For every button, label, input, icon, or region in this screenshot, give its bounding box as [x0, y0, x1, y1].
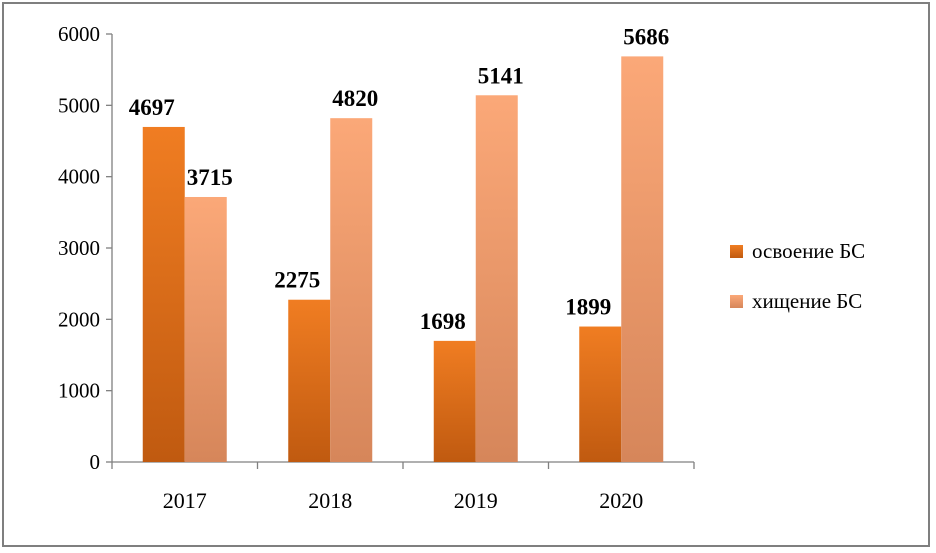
data-label: 1698 [420, 309, 466, 334]
y-tick-label: 6000 [58, 22, 100, 46]
chart-frame: 0 1000 2000 3000 4000 5000 6000 2017 2018 2019 202… [2, 2, 930, 547]
y-tick-label: 1000 [58, 379, 100, 403]
y-tick-label: 5000 [58, 93, 100, 117]
bar-osvoenie-2017 [142, 126, 185, 463]
y-tick-label: 2000 [58, 307, 100, 331]
bar-khishchenie-2020 [621, 56, 664, 462]
bars [142, 56, 664, 463]
legend-swatch [730, 295, 743, 308]
bar-khishchenie-2017 [184, 196, 227, 462]
x-tick-label: 2020 [599, 488, 643, 513]
bar-chart: 0 1000 2000 3000 4000 5000 6000 2017 2018 2019 202… [58, 22, 865, 513]
data-label: 1899 [565, 295, 611, 320]
data-label: 2275 [274, 268, 320, 293]
axes: 0 1000 2000 3000 4000 5000 6000 2017 2018 2019 202… [58, 22, 695, 513]
x-tick-label: 2019 [454, 488, 498, 513]
data-label: 4820 [332, 86, 378, 111]
y-tick-label: 3000 [58, 236, 100, 260]
y-tick-label: 4000 [58, 165, 100, 189]
y-tick-label: 0 [90, 450, 101, 474]
legend-swatch [730, 245, 743, 258]
bar-khishchenie-2019 [475, 95, 518, 462]
legend: освоение БС хищение БС [730, 239, 865, 313]
bar-osvoenie-2020 [579, 326, 622, 462]
data-labels: 4697 2275 1698 1899 3715 4820 5141 5686 [129, 24, 670, 333]
data-label: 5686 [623, 24, 669, 49]
x-tick-label: 2018 [308, 488, 352, 513]
legend-label: хищение БС [752, 289, 862, 313]
data-label: 4697 [129, 95, 175, 120]
data-label: 5141 [478, 63, 524, 88]
legend-label: освоение БС [752, 239, 865, 263]
x-tick-label: 2017 [163, 488, 207, 513]
bar-osvoenie-2019 [433, 340, 476, 462]
bar-osvoenie-2018 [288, 299, 331, 462]
bar-khishchenie-2018 [330, 118, 373, 462]
data-label: 3715 [187, 165, 233, 190]
